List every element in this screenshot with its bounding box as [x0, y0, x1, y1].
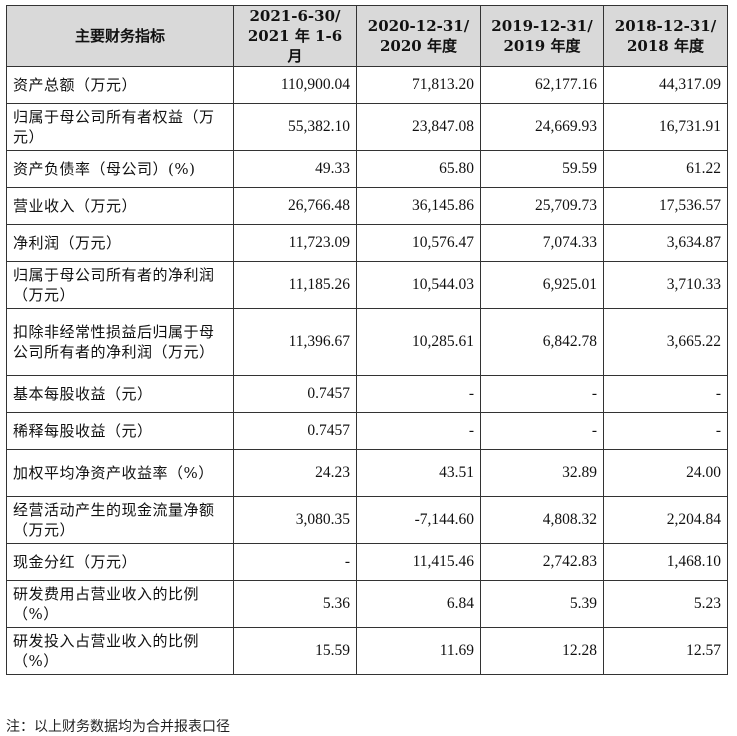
table-row: 资产总额（万元） 110,900.04 71,813.20 62,177.16 …: [6, 66, 728, 104]
financial-indicators-table: 主要财务指标 2021-6-30/2021 年 1-6 月 2020-12-31…: [6, 5, 728, 675]
row-label: 营业收入（万元）: [6, 187, 234, 225]
cell-value: 11,396.67: [233, 308, 357, 376]
table-row: 稀释每股收益（元） 0.7457 - - -: [6, 412, 728, 450]
row-label: 研发费用占营业收入的比例（%）: [6, 580, 234, 628]
row-label: 资产负债率（母公司）(%): [6, 150, 234, 188]
row-label: 归属于母公司所有者权益（万元）: [6, 103, 234, 151]
cell-value: 11,415.46: [356, 543, 481, 581]
cell-value: 16,731.91: [603, 103, 728, 151]
cell-value: 11,185.26: [233, 261, 357, 309]
cell-value: 24.23: [233, 449, 357, 497]
cell-value: 24.00: [603, 449, 728, 497]
table-row: 现金分红（万元） - 11,415.46 2,742.83 1,468.10: [6, 543, 728, 581]
table-row: 研发投入占营业收入的比例（%） 15.59 11.69 12.28 12.57: [6, 627, 728, 675]
footnote: 注：以上财务数据均为合并报表口径: [6, 719, 230, 735]
row-label: 经营活动产生的现金流量净额（万元）: [6, 496, 234, 544]
table-row: 基本每股收益（元） 0.7457 - - -: [6, 375, 728, 413]
cell-value: 15.59: [233, 627, 357, 675]
cell-value: 62,177.16: [480, 66, 604, 104]
cell-value: 44,317.09: [603, 66, 728, 104]
cell-value: 1,468.10: [603, 543, 728, 581]
cell-value: -: [356, 412, 481, 450]
cell-value: -: [603, 375, 728, 413]
cell-value: 61.22: [603, 150, 728, 188]
cell-value: 11.69: [356, 627, 481, 675]
cell-value: 32.89: [480, 449, 604, 497]
cell-value: 6,842.78: [480, 308, 604, 376]
cell-value: 110,900.04: [233, 66, 357, 104]
header-2018: 2018-12-31/2018 年度: [603, 5, 728, 67]
cell-value: 43.51: [356, 449, 481, 497]
cell-value: 25,709.73: [480, 187, 604, 225]
row-label: 加权平均净资产收益率（%）: [6, 449, 234, 497]
cell-value: 4,808.32: [480, 496, 604, 544]
cell-value: 12.57: [603, 627, 728, 675]
cell-value: 3,710.33: [603, 261, 728, 309]
row-label: 净利润（万元）: [6, 224, 234, 262]
cell-value: 59.59: [480, 150, 604, 188]
row-label: 扣除非经常性损益后归属于母公司所有者的净利润（万元）: [6, 308, 234, 376]
cell-value: -: [480, 375, 604, 413]
cell-value: 11,723.09: [233, 224, 357, 262]
cell-value: 12.28: [480, 627, 604, 675]
cell-value: 26,766.48: [233, 187, 357, 225]
cell-value: 2,204.84: [603, 496, 728, 544]
header-2019: 2019-12-31/2019 年度: [480, 5, 604, 67]
cell-value: 24,669.93: [480, 103, 604, 151]
header-indicator: 主要财务指标: [6, 5, 234, 67]
row-label: 现金分红（万元）: [6, 543, 234, 581]
cell-value: 6.84: [356, 580, 481, 628]
header-row: 主要财务指标 2021-6-30/2021 年 1-6 月 2020-12-31…: [6, 5, 728, 67]
table-row: 归属于母公司所有者的净利润（万元） 11,185.26 10,544.03 6,…: [6, 261, 728, 309]
table-row: 扣除非经常性损益后归属于母公司所有者的净利润（万元） 11,396.67 10,…: [6, 308, 728, 376]
cell-value: 23,847.08: [356, 103, 481, 151]
cell-value: 7,074.33: [480, 224, 604, 262]
table-row: 经营活动产生的现金流量净额（万元） 3,080.35 -7,144.60 4,8…: [6, 496, 728, 544]
cell-value: -: [480, 412, 604, 450]
row-label: 资产总额（万元）: [6, 66, 234, 104]
cell-value: 3,080.35: [233, 496, 357, 544]
cell-value: 6,925.01: [480, 261, 604, 309]
cell-value: -: [233, 543, 357, 581]
header-2020: 2020-12-31/2020 年度: [356, 5, 481, 67]
cell-value: 10,544.03: [356, 261, 481, 309]
cell-value: 10,285.61: [356, 308, 481, 376]
table-row: 营业收入（万元） 26,766.48 36,145.86 25,709.73 1…: [6, 187, 728, 225]
cell-value: 2,742.83: [480, 543, 604, 581]
cell-value: 10,576.47: [356, 224, 481, 262]
cell-value: 17,536.57: [603, 187, 728, 225]
cell-value: 0.7457: [233, 375, 357, 413]
cell-value: -: [603, 412, 728, 450]
row-label: 研发投入占营业收入的比例（%）: [6, 627, 234, 675]
header-2021h1: 2021-6-30/2021 年 1-6 月: [233, 5, 357, 67]
cell-value: 5.23: [603, 580, 728, 628]
cell-value: 5.36: [233, 580, 357, 628]
cell-value: 5.39: [480, 580, 604, 628]
cell-value: -7,144.60: [356, 496, 481, 544]
cell-value: 3,665.22: [603, 308, 728, 376]
table-row: 净利润（万元） 11,723.09 10,576.47 7,074.33 3,6…: [6, 224, 728, 262]
cell-value: 36,145.86: [356, 187, 481, 225]
cell-value: -: [356, 375, 481, 413]
row-label: 稀释每股收益（元）: [6, 412, 234, 450]
cell-value: 71,813.20: [356, 66, 481, 104]
cell-value: 3,634.87: [603, 224, 728, 262]
table-row: 归属于母公司所有者权益（万元） 55,382.10 23,847.08 24,6…: [6, 103, 728, 151]
cell-value: 65.80: [356, 150, 481, 188]
cell-value: 49.33: [233, 150, 357, 188]
table-row: 研发费用占营业收入的比例（%） 5.36 6.84 5.39 5.23: [6, 580, 728, 628]
row-label: 基本每股收益（元）: [6, 375, 234, 413]
row-label: 归属于母公司所有者的净利润（万元）: [6, 261, 234, 309]
table-row: 加权平均净资产收益率（%） 24.23 43.51 32.89 24.00: [6, 449, 728, 497]
cell-value: 0.7457: [233, 412, 357, 450]
table-row: 资产负债率（母公司）(%) 49.33 65.80 59.59 61.22: [6, 150, 728, 188]
cell-value: 55,382.10: [233, 103, 357, 151]
